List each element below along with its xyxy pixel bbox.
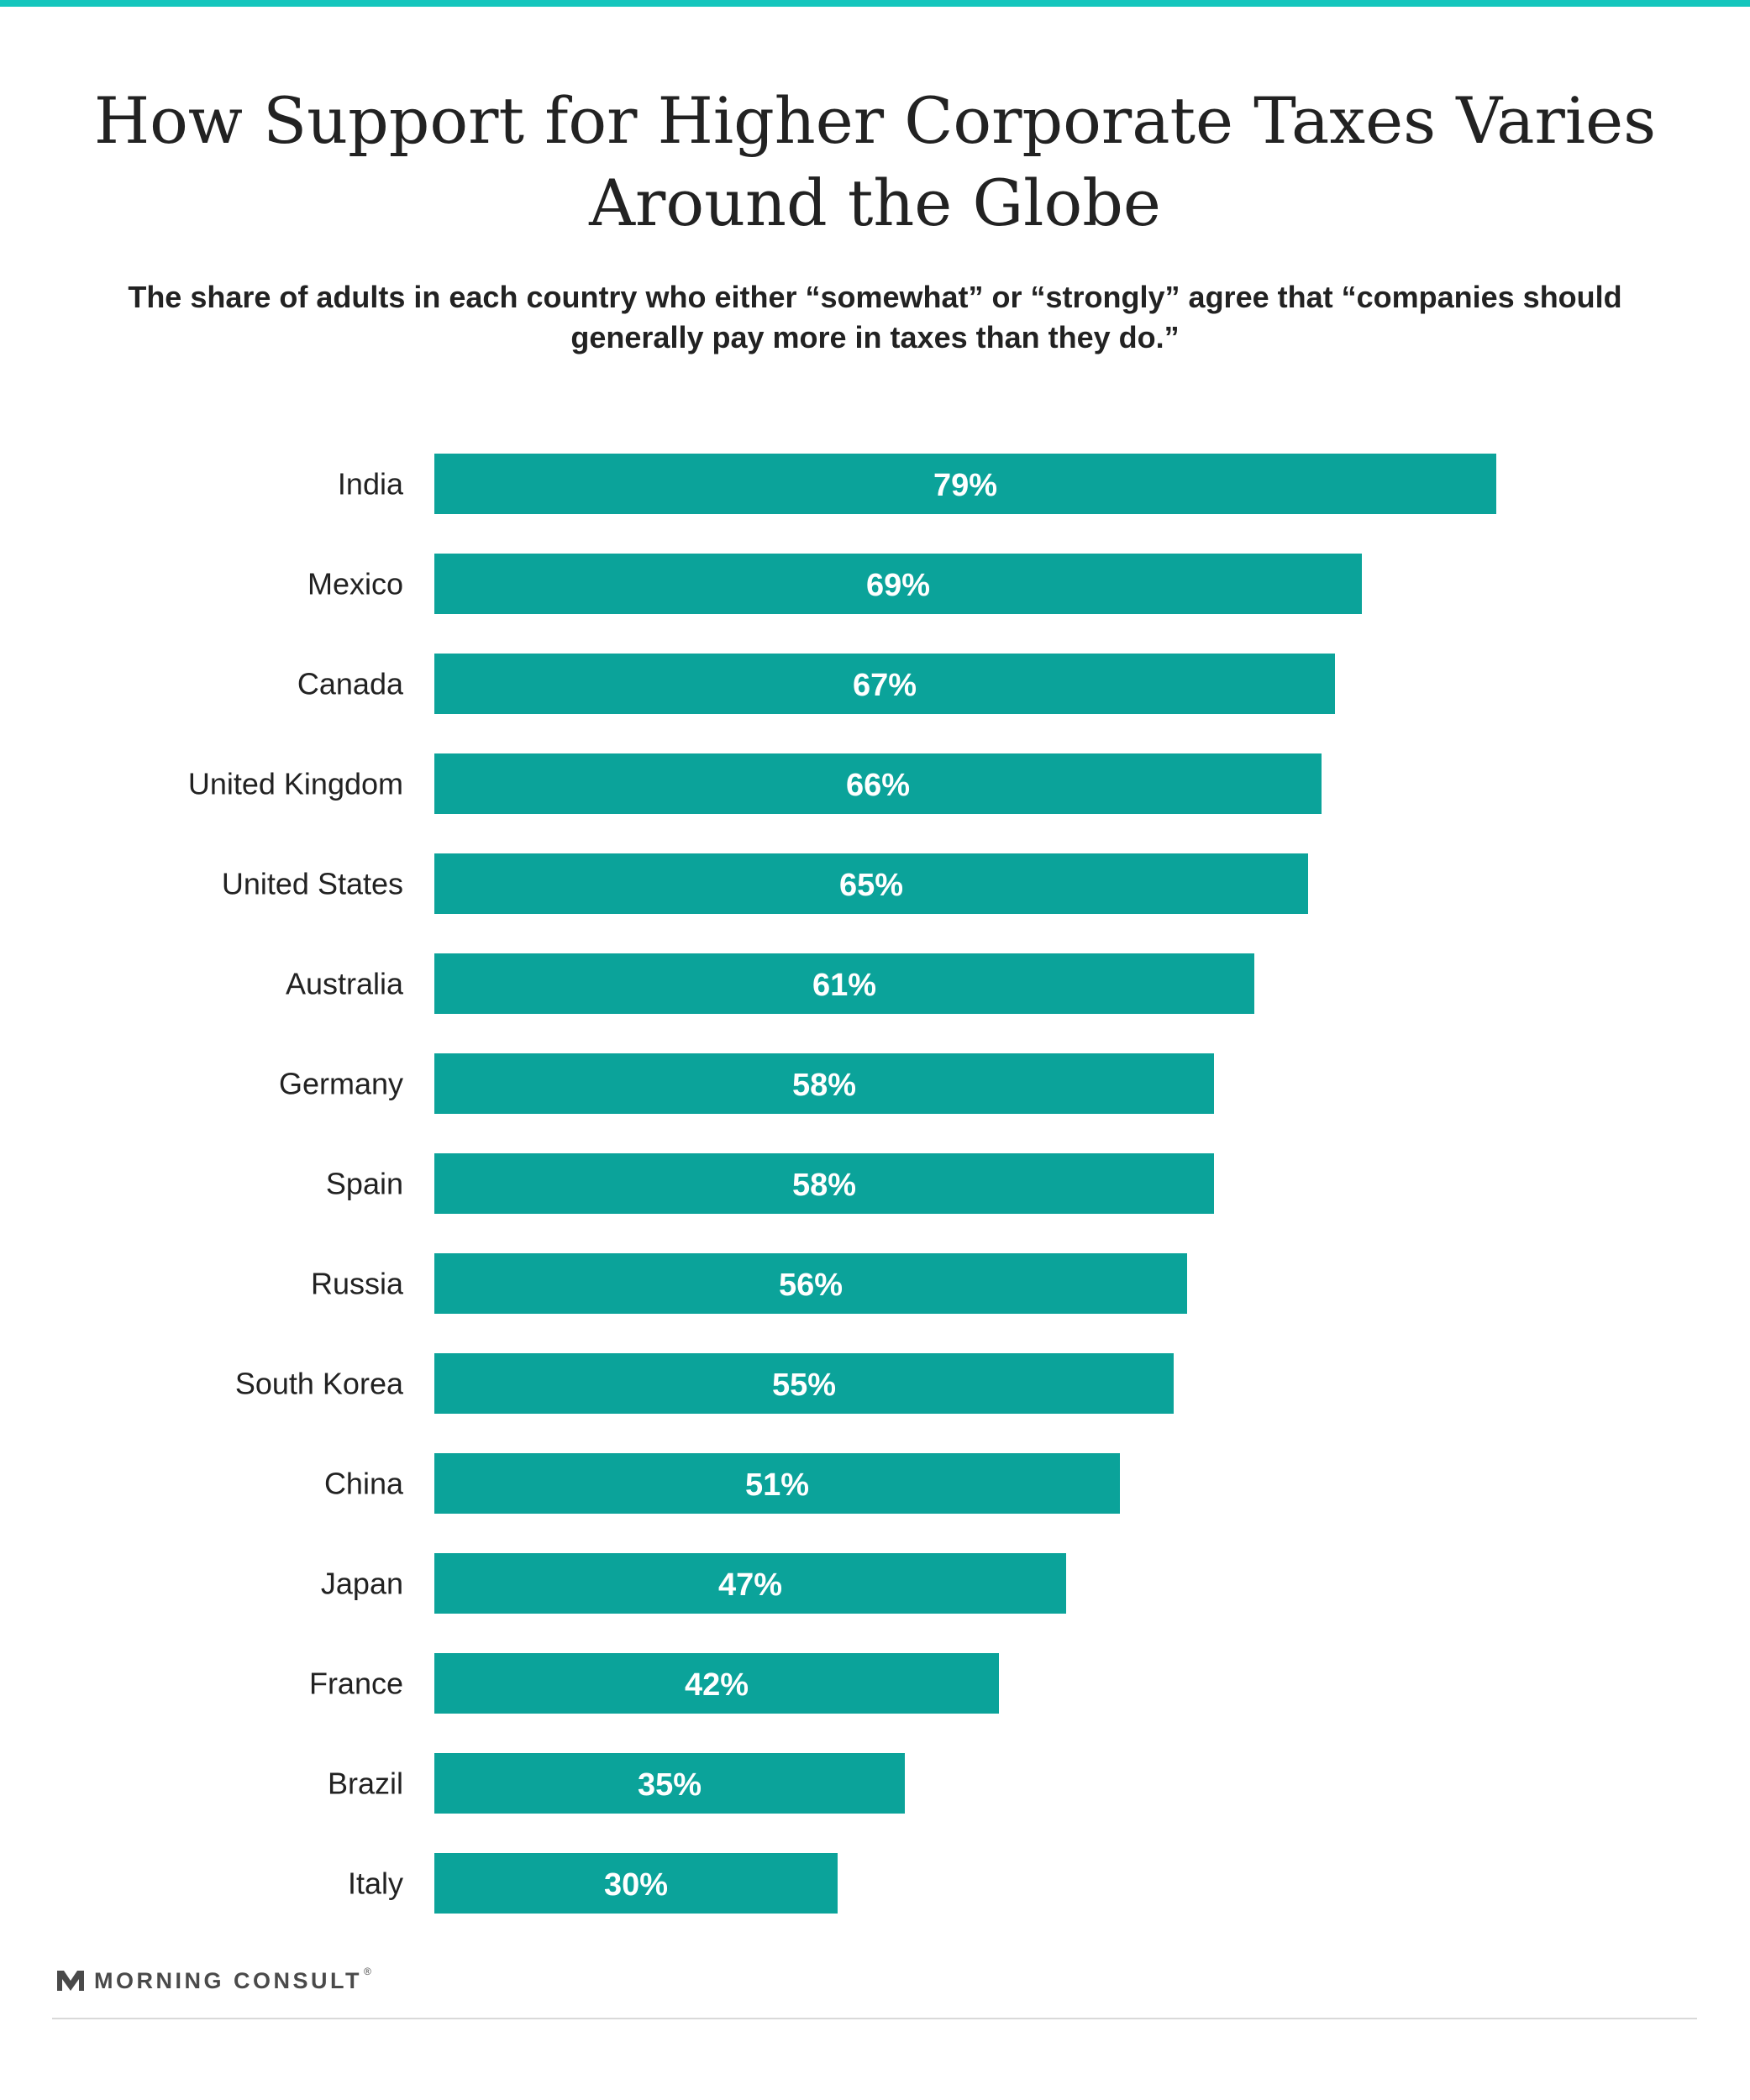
bar-value-label: 66% <box>846 768 910 803</box>
category-label: South Korea <box>235 1367 404 1401</box>
bar-row: Spain 58% <box>326 1153 1214 1214</box>
bar-row: India 79% <box>338 454 1496 514</box>
bar-row: Australia 61% <box>286 953 1254 1014</box>
bar-row: United States 65% <box>222 853 1308 914</box>
chart-title: How Support for Higher Corporate Taxes V… <box>93 83 1657 240</box>
bar <box>434 1453 1120 1514</box>
bar-value-label: 67% <box>853 668 917 703</box>
bar-value-label: 79% <box>933 468 997 503</box>
chart-subtitle: The share of adults in each country who … <box>128 280 1622 354</box>
bar-row: Canada 67% <box>297 654 1335 714</box>
bar <box>434 1653 999 1714</box>
bar <box>434 853 1308 914</box>
morning-consult-logo-icon <box>57 1971 84 1991</box>
category-label: Brazil <box>328 1767 403 1801</box>
bar-value-label: 58% <box>792 1068 856 1103</box>
bar-value-label: 61% <box>812 968 876 1003</box>
bar-row: Mexico 69% <box>307 554 1362 614</box>
bar-row: France 42% <box>309 1653 999 1714</box>
bar-row: United Kingdom 66% <box>188 753 1322 814</box>
category-label: Italy <box>348 1866 403 1901</box>
bar-value-label: 47% <box>718 1567 782 1603</box>
bar-row: South Korea 55% <box>235 1353 1174 1414</box>
bar <box>434 1253 1187 1314</box>
category-label: India <box>338 467 404 501</box>
category-label: Russia <box>311 1267 404 1301</box>
category-label: Germany <box>279 1067 403 1101</box>
bar-value-label: 35% <box>638 1767 702 1803</box>
bar-value-label: 56% <box>779 1268 843 1303</box>
bar-row: China 51% <box>324 1453 1120 1514</box>
bar-value-label: 65% <box>839 868 903 903</box>
bar-value-label: 58% <box>792 1168 856 1203</box>
category-label: Japan <box>321 1567 403 1601</box>
bar <box>434 1153 1214 1214</box>
bar <box>434 953 1254 1014</box>
category-label: Spain <box>326 1167 403 1201</box>
footer-divider <box>52 2018 1697 2019</box>
bar-value-label: 55% <box>772 1368 836 1403</box>
bar <box>434 1753 905 1814</box>
category-label: United States <box>222 867 403 901</box>
category-label: United Kingdom <box>188 767 403 801</box>
bar-chart: India 79% Mexico 69% Canada 67% United Kingdom… <box>188 454 1496 1914</box>
bar <box>434 1053 1214 1114</box>
bar-value-label: 51% <box>745 1467 809 1503</box>
trademark-symbol: ® <box>363 1966 371 1977</box>
category-label: Canada <box>297 667 404 701</box>
category-label: Mexico <box>307 567 403 601</box>
bar-value-label: 30% <box>604 1867 668 1903</box>
bar-row: Germany 58% <box>279 1053 1214 1114</box>
footer-brand: MORNING CONSULT ® <box>55 1964 371 1998</box>
category-label: France <box>309 1667 403 1701</box>
category-label: China <box>324 1467 404 1501</box>
bar <box>434 1353 1174 1414</box>
bar <box>434 1853 838 1914</box>
bar-row: Brazil 35% <box>328 1753 905 1814</box>
bar-row: Japan 47% <box>321 1553 1066 1614</box>
bar-row: Russia 56% <box>311 1253 1187 1314</box>
bar <box>434 654 1335 714</box>
bar <box>434 454 1496 514</box>
bar <box>434 1553 1066 1614</box>
brand-name: MORNING CONSULT <box>94 1967 362 1993</box>
bar <box>434 753 1322 814</box>
bar-value-label: 42% <box>685 1667 749 1703</box>
bar <box>434 554 1362 614</box>
top-accent-rule <box>0 0 1750 7</box>
category-label: Australia <box>286 967 404 1001</box>
bar-value-label: 69% <box>866 568 930 603</box>
bar-row: Italy 30% <box>348 1853 838 1914</box>
